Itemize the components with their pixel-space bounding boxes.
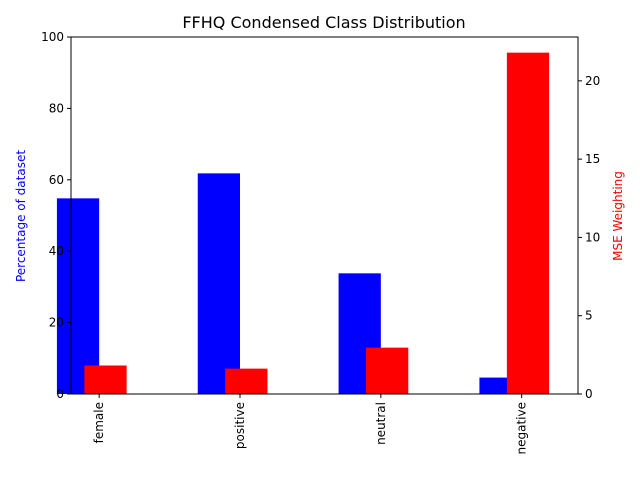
x-tick-label-negative: negative xyxy=(515,402,529,454)
bar-right-female xyxy=(84,365,127,394)
x-tick-label-female: female xyxy=(92,402,106,443)
y-tick-left-label: 80 xyxy=(49,101,64,115)
bar-right-positive xyxy=(225,368,268,394)
x-tick-label-positive: positive xyxy=(233,402,247,449)
y-tick-left-label: 100 xyxy=(41,30,64,44)
chart-title: FFHQ Condensed Class Distribution xyxy=(182,13,465,32)
bars-group xyxy=(56,52,550,394)
bar-left-positive xyxy=(197,173,240,394)
y-tick-right-label: 20 xyxy=(585,74,600,88)
axes-group: 0 20 40 60 80 100 0 5 10 15 20 female positive neutra… xyxy=(41,30,600,454)
bar-right-neutral xyxy=(366,347,409,394)
y-tick-left-label: 0 xyxy=(56,387,64,401)
bar-right-negative xyxy=(506,52,550,394)
y-axis-right-label: MSE Weighting xyxy=(611,171,625,261)
bar-left-female xyxy=(56,198,100,394)
y-tick-left-label: 60 xyxy=(49,173,64,187)
y-tick-left-label: 40 xyxy=(49,244,64,258)
y-axis-left-label: Percentage of dataset xyxy=(14,150,28,282)
y-tick-left-label: 20 xyxy=(49,316,64,330)
y-tick-right-label: 10 xyxy=(585,230,600,244)
x-tick-label-neutral: neutral xyxy=(374,402,388,445)
y-tick-right-label: 5 xyxy=(585,309,593,323)
plot-frame xyxy=(70,36,579,395)
y-tick-right-label: 15 xyxy=(585,152,600,166)
y-tick-right-label: 0 xyxy=(585,387,593,401)
